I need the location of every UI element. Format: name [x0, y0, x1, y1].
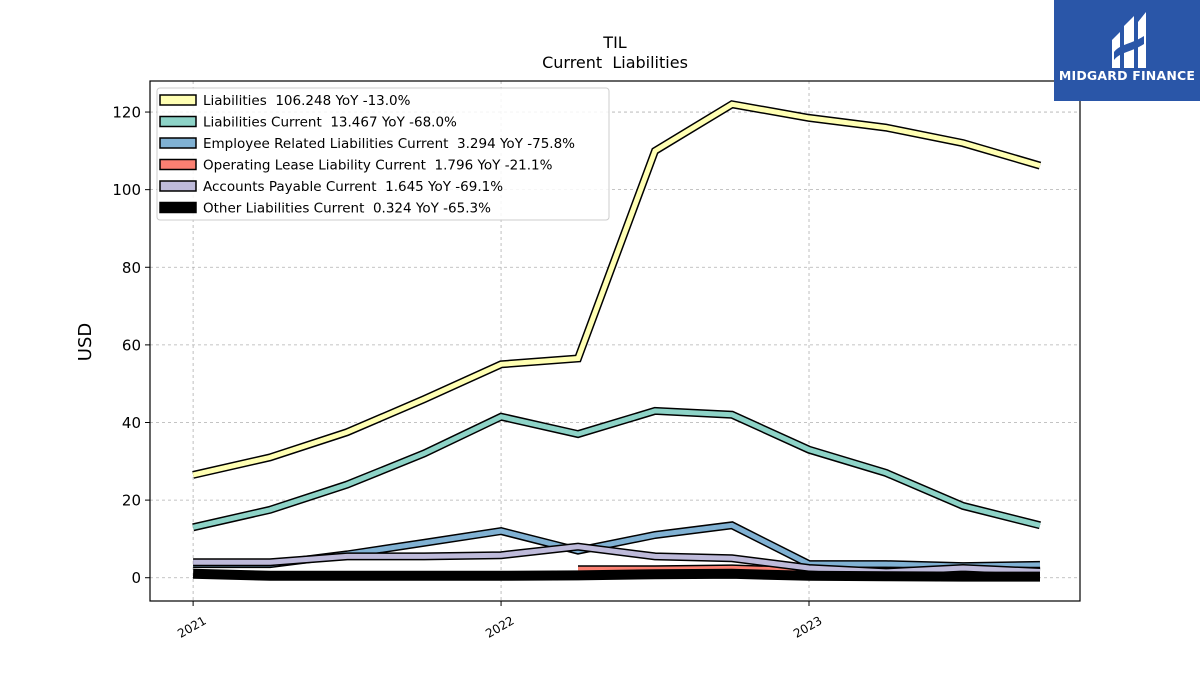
series-liabilities	[192, 100, 1042, 479]
series-line	[193, 544, 1041, 575]
x-tick-label: 2022	[483, 613, 516, 640]
legend-swatch	[159, 201, 197, 214]
legend-label: Accounts Payable Current 1.645 YoY -69.1…	[203, 179, 503, 195]
series-line-outline	[192, 406, 1041, 532]
x-tick-label: 2023	[791, 613, 824, 640]
plot-frame	[149, 80, 1081, 602]
series-lines	[192, 100, 1042, 582]
legend-swatch	[159, 94, 197, 106]
legend-label: Employee Related Liabilities Current 3.2…	[203, 136, 575, 152]
legend-label: Liabilities Current 13.467 YoY -68.0%	[203, 115, 457, 131]
series-accounts-payable-current	[193, 542, 1041, 576]
y-tick-label: 60	[122, 336, 141, 354]
legend-swatch	[159, 158, 197, 171]
y-tick-label: 0	[131, 569, 141, 587]
y-tick-label: 80	[122, 259, 141, 277]
y-tick-label: 40	[122, 414, 141, 432]
brand-logo: MIDGARD FINANCE	[1054, 0, 1200, 101]
legend-box	[156, 87, 610, 221]
series-line	[192, 408, 1041, 530]
series-line	[192, 101, 1041, 478]
legend-label: Operating Lease Liability Current 1.796 …	[203, 158, 553, 174]
y-tick-label: 120	[112, 104, 141, 122]
legend-label: Other Liabilities Current 0.324 YoY -65.…	[203, 201, 491, 217]
chart-title: TIL	[602, 33, 626, 52]
series-other-liabilities-current	[192, 568, 1040, 582]
legend-swatch	[159, 180, 197, 192]
axis-ticks: 0 20 40 60 80 100 120 2021 2022 2023	[112, 104, 824, 641]
legend-swatch	[159, 137, 197, 149]
y-tick-label: 100	[112, 181, 141, 199]
series-line-outline	[192, 568, 1040, 582]
legend-swatch	[159, 115, 197, 128]
grid-lines	[150, 81, 1080, 601]
logo-text: MIDGARD FINANCE	[1058, 68, 1196, 83]
y-axis-label: USD	[75, 323, 96, 361]
legend-label: Liabilities 106.248 YoY -13.0%	[203, 93, 411, 109]
legend: Liabilities 106.248 YoY -13.0% Liabilitie…	[156, 87, 610, 221]
chart-subtitle: Current Liabilities	[542, 53, 688, 72]
series-liabilities-current	[192, 406, 1041, 532]
logo-mark-icon	[1112, 12, 1146, 68]
y-tick-label: 20	[122, 492, 141, 510]
x-tick-label: 2021	[175, 613, 208, 640]
